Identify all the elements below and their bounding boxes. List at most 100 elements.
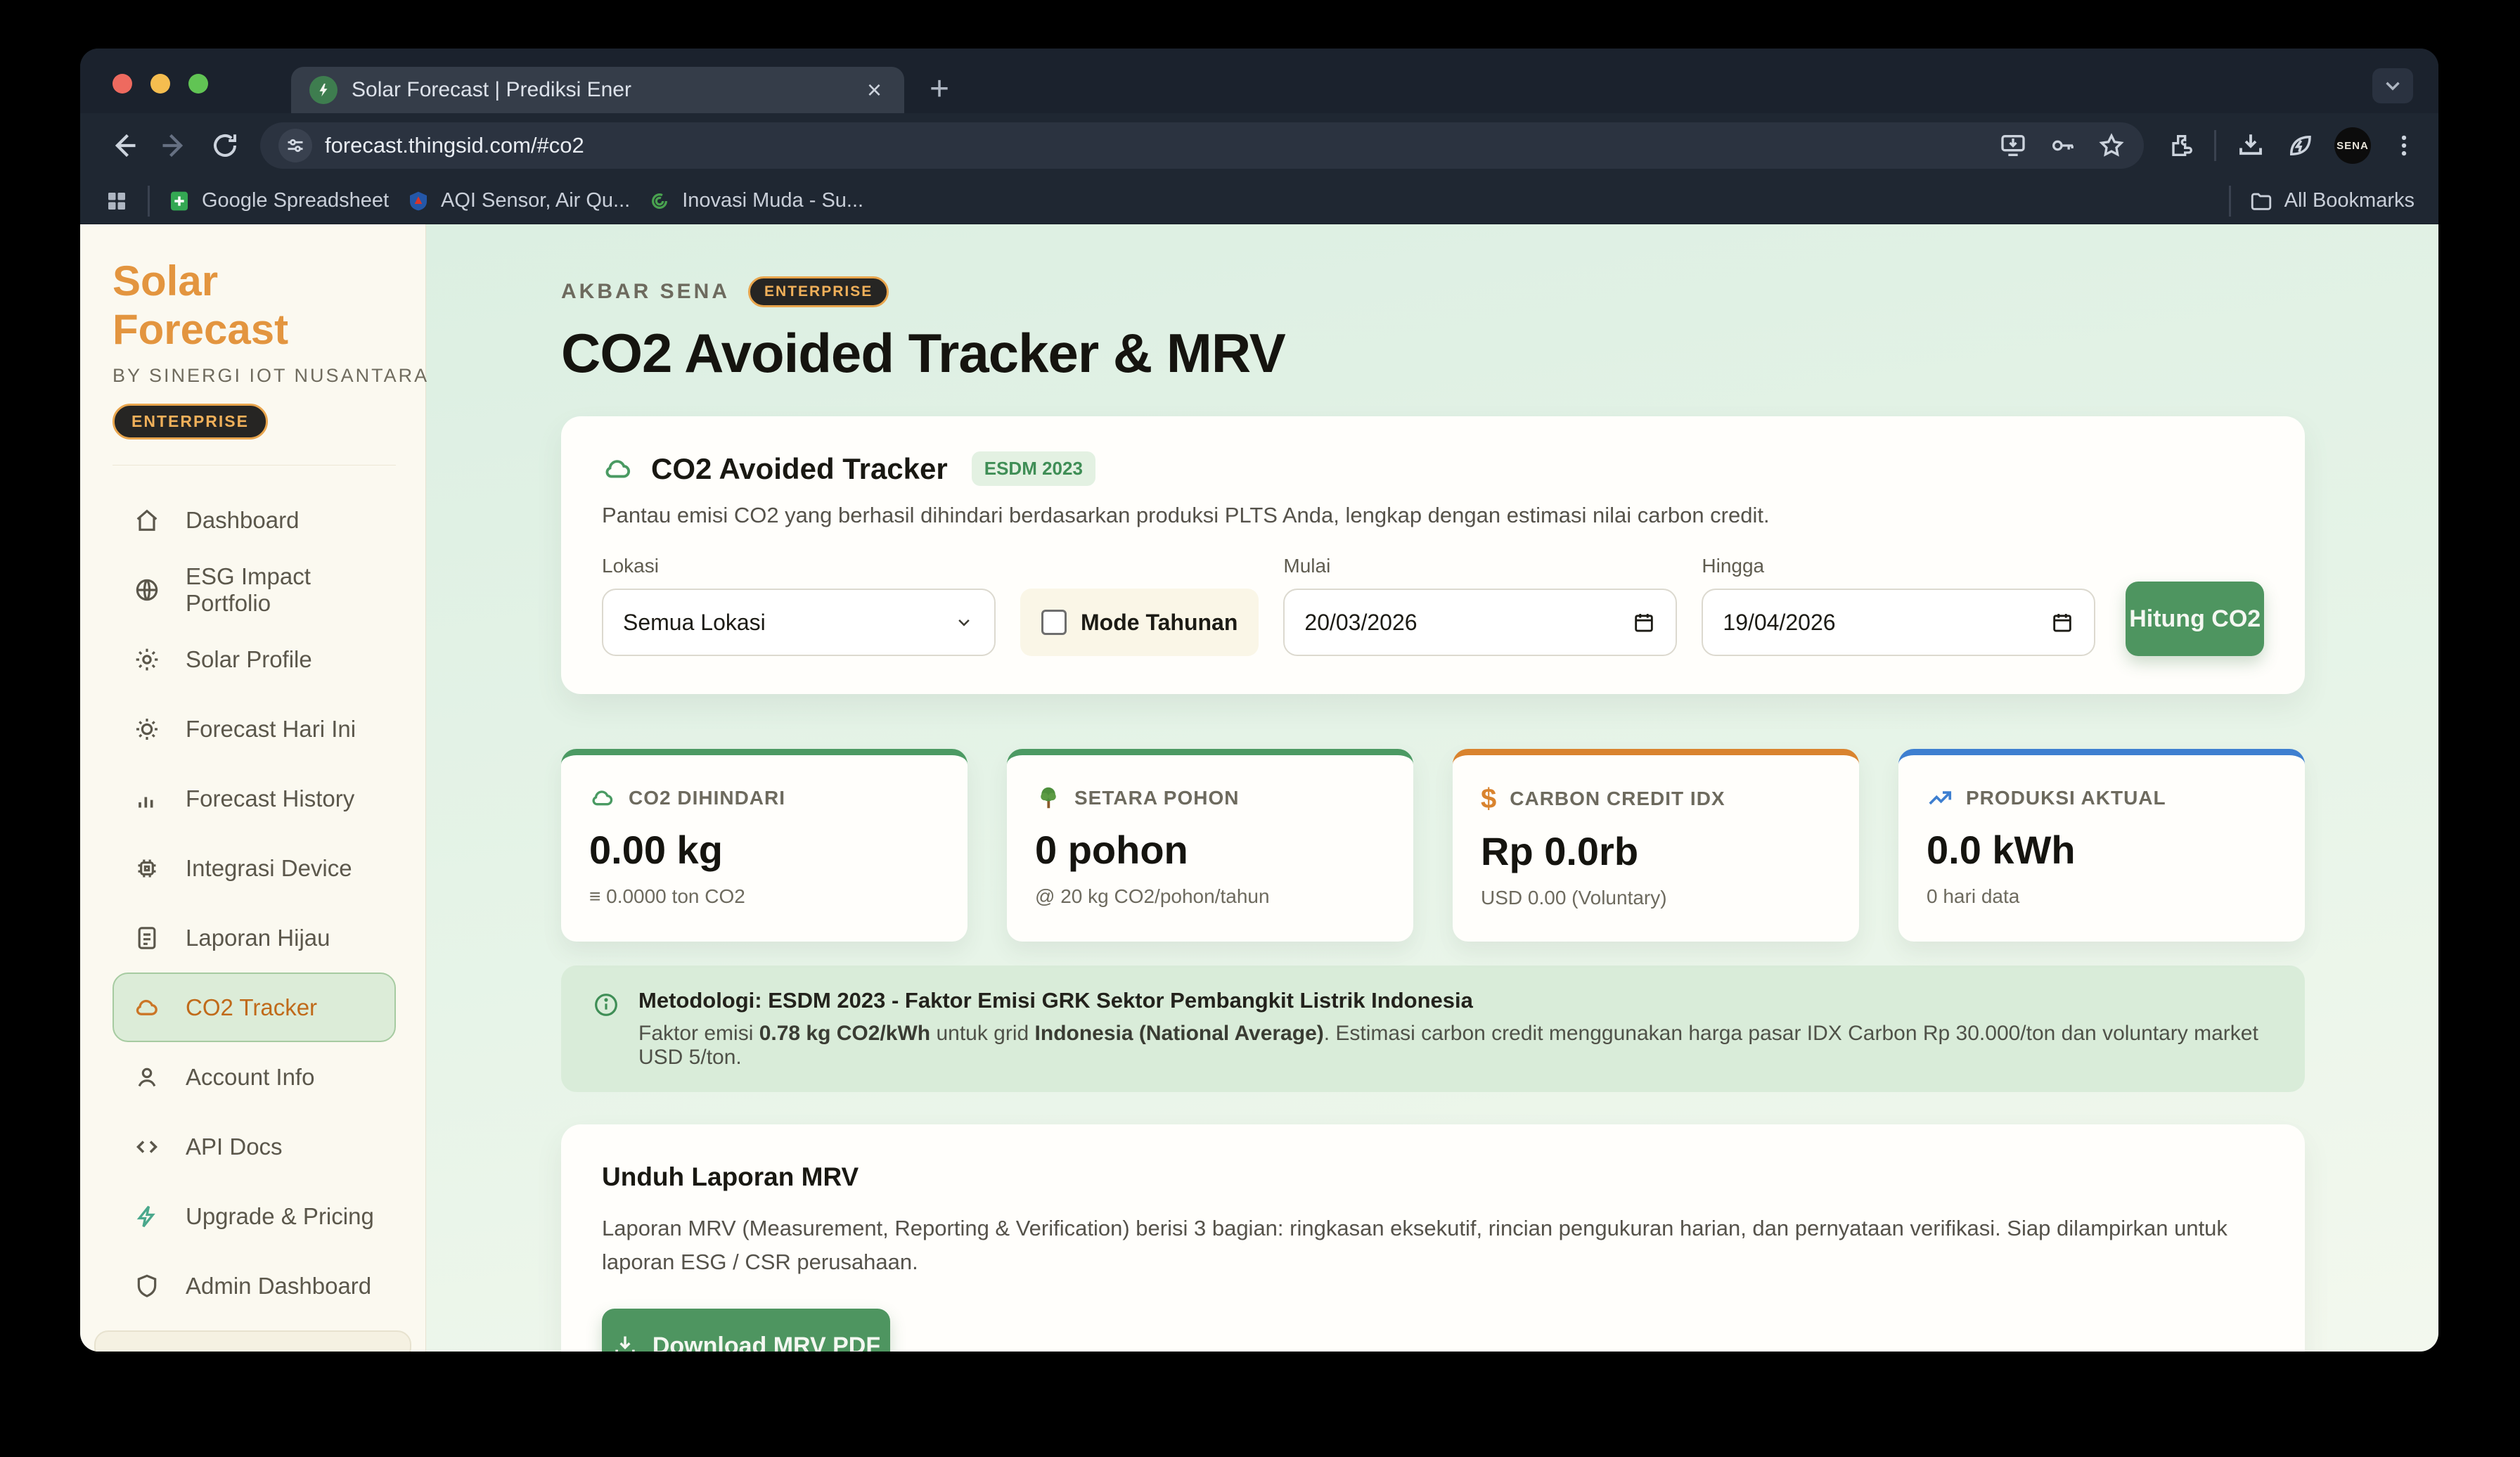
methodology-note: Metodologi: ESDM 2023 - Faktor Emisi GRK… [561, 965, 2305, 1092]
hingga-date-input[interactable]: 19/04/2026 [1702, 589, 2096, 656]
app-content: Solar Forecast BY SINERGI IOT NUSANTARA … [80, 224, 2438, 1352]
methodology-title: Metodologi: ESDM 2023 - Faktor Emisi GRK… [638, 988, 1473, 1013]
toolbar-divider [2214, 130, 2216, 161]
bookmark-label: AQI Sensor, Air Qu... [441, 189, 631, 212]
sidebar-item-upgrade-pricing[interactable]: Upgrade & Pricing [112, 1181, 396, 1251]
profile-avatar[interactable]: SENA [2334, 127, 2371, 164]
zoom-window-button[interactable] [188, 74, 208, 94]
mulai-label: Mulai [1283, 555, 1331, 577]
page-title: CO2 Avoided Tracker & MRV [561, 322, 1286, 384]
sidebar-item-account-info[interactable]: Account Info [112, 1042, 396, 1112]
stat-card-carbon-credit: $ CARBON CREDIT IDX Rp 0.0rb USD 0.00 (V… [1453, 749, 1859, 942]
logo-block: Solar Forecast BY SINERGI IOT NUSANTARA … [112, 257, 430, 466]
sidebar-item-forecast-hari-ini[interactable]: Forecast Hari Ini [112, 694, 396, 764]
sun-icon [132, 715, 162, 743]
browser-menu-icon[interactable] [2391, 132, 2417, 159]
shield-icon [132, 1272, 162, 1300]
lokasi-group: Lokasi Semua Lokasi [602, 555, 996, 656]
bookmark-google-spreadsheet[interactable]: Google Spreadsheet [168, 189, 389, 212]
sidebar-item-laporan-hijau[interactable]: Laporan Hijau [112, 903, 396, 973]
passwords-key-icon[interactable] [2048, 131, 2076, 160]
forward-button[interactable] [152, 123, 197, 168]
calendar-icon [1635, 613, 1654, 632]
sidebar-item-label: Account Info [186, 1063, 315, 1090]
sidebar-item-co2-tracker[interactable]: CO2 Tracker [112, 973, 396, 1042]
co2-tracker-card: CO2 Avoided Tracker ESDM 2023 Pantau emi… [561, 416, 2305, 694]
mrv-report-card: Unduh Laporan MRV Laporan MRV (Measureme… [561, 1124, 2305, 1352]
install-app-icon[interactable] [1999, 131, 2027, 160]
downloads-icon[interactable] [2236, 131, 2265, 160]
lightning-icon [132, 1202, 162, 1231]
mode-tahunan-toggle[interactable]: Mode Tahunan [1020, 589, 1259, 656]
all-bookmarks-button[interactable]: All Bookmarks [2249, 189, 2415, 213]
performance-leaf-icon[interactable] [2285, 131, 2315, 160]
address-bar[interactable]: forecast.thingsid.com/#co2 [260, 122, 2144, 169]
sidebar-item-admin-dashboard[interactable]: Admin Dashboard [112, 1251, 396, 1321]
stat-label: SETARA POHON [1074, 787, 1240, 809]
sidebar-item-label: Integrasi Device [186, 854, 352, 881]
hingga-value: 19/04/2026 [1723, 609, 1836, 635]
main-panel: AKBAR SENA ENTERPRISE CO2 Avoided Tracke… [426, 224, 2438, 1352]
download-icon [615, 1336, 635, 1352]
sidebar-item-solar-profile[interactable]: Solar Profile [112, 624, 396, 694]
tracker-card-header: CO2 Avoided Tracker ESDM 2023 [602, 451, 2264, 486]
stat-value: 0.0 kWh [1927, 828, 2076, 872]
gear-icon [132, 646, 162, 674]
sidebar-item-api-docs[interactable]: API Docs [112, 1112, 396, 1181]
browser-tab[interactable]: Solar Forecast | Prediksi Ener × [291, 67, 904, 113]
chip-icon [132, 854, 162, 882]
window-controls [112, 74, 208, 94]
lokasi-select[interactable]: Semua Lokasi [602, 589, 996, 656]
globe-icon [132, 576, 162, 604]
sidebar-item-label: API Docs [186, 1133, 283, 1160]
tracker-card-title: CO2 Avoided Tracker [651, 451, 948, 485]
mode-tahunan-checkbox[interactable] [1041, 610, 1067, 635]
sidebar-item-label: ESG Impact Portfolio [186, 563, 311, 616]
bookmark-aqi-sensor[interactable]: AQI Sensor, Air Qu... [407, 189, 630, 212]
address-bar-actions [1999, 131, 2126, 160]
trending-up-icon [1927, 785, 1953, 811]
back-button[interactable] [101, 123, 146, 168]
esdm-badge: ESDM 2023 [971, 451, 1095, 486]
reload-button[interactable] [202, 123, 248, 168]
stats-row: CO2 DIHINDARI 0.00 kg ≡ 0.0000 ton CO2 S… [561, 749, 2305, 942]
download-mrv-pdf-button[interactable]: Download MRV PDF [602, 1309, 890, 1352]
logo-subtitle: BY SINERGI IOT NUSANTARA [112, 365, 430, 386]
mulai-group: Mulai 20/03/2026 [1283, 555, 1678, 656]
sidebar-item-esg-impact-portfolio[interactable]: ESG Impact Portfolio [112, 555, 396, 624]
stat-value: 0 pohon [1035, 828, 1188, 872]
bookmark-label: Google Spreadsheet [202, 189, 390, 212]
extensions-icon[interactable] [2166, 131, 2194, 160]
close-window-button[interactable] [112, 74, 132, 94]
plan-badge: ENTERPRISE [112, 404, 268, 439]
hitung-co2-button[interactable]: Hitung CO2 [2126, 582, 2264, 656]
tab-search-button[interactable] [2372, 68, 2413, 103]
sidebar-item-forecast-history[interactable]: Forecast History [112, 764, 396, 833]
sidebar-item-label: CO2 Tracker [186, 994, 318, 1020]
stat-sub: 0 hari data [1927, 885, 2020, 907]
bookmark-star-icon[interactable] [2097, 131, 2126, 160]
browser-toolbar: forecast.thingsid.com/#co2 [80, 113, 2438, 178]
minimize-window-button[interactable] [150, 74, 170, 94]
cloud-icon [589, 785, 616, 811]
apps-grid-icon[interactable] [104, 188, 129, 214]
bookmark-inovasi-muda[interactable]: Inovasi Muda - Su... [648, 189, 863, 212]
stat-card-setara-pohon: SETARA POHON 0 pohon @ 20 kg CO2/pohon/t… [1007, 749, 1413, 942]
new-tab-button[interactable]: + [930, 70, 950, 108]
tab-favicon-icon [309, 76, 338, 104]
lokasi-label: Lokasi [602, 555, 659, 577]
sidebar-bottom-card [94, 1330, 411, 1352]
site-settings-icon[interactable] [278, 129, 312, 162]
stat-sub: ≡ 0.0000 ton CO2 [589, 885, 745, 907]
sidebar-item-label: Upgrade & Pricing [186, 1202, 374, 1229]
tab-close-icon[interactable]: × [866, 75, 882, 104]
stat-sub: @ 20 kg CO2/pohon/tahun [1035, 885, 1270, 907]
sidebar-item-dashboard[interactable]: Dashboard [112, 485, 396, 555]
chevron-down-icon [958, 619, 970, 627]
sidebar-item-integrasi-device[interactable]: Integrasi Device [112, 833, 396, 903]
user-name: AKBAR SENA [561, 280, 731, 303]
bookmarks-right-divider [2228, 185, 2231, 217]
mrv-description: Laporan MRV (Measurement, Reporting & Ve… [602, 1216, 2228, 1275]
mulai-date-input[interactable]: 20/03/2026 [1283, 589, 1678, 656]
stat-value: Rp 0.0rb [1481, 829, 1639, 873]
